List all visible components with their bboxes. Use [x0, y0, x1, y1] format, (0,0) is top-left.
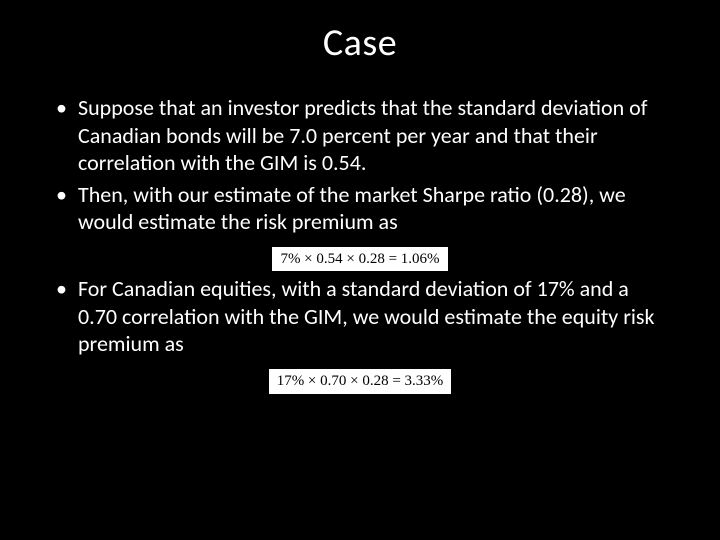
slide-content: Suppose that an investor predicts that t… — [50, 94, 670, 394]
formula-container: 17% × 0.70 × 0.28 = 3.33% — [50, 364, 670, 394]
formula-container: 7% × 0.54 × 0.28 = 1.06% — [50, 242, 670, 272]
bullet-item: For Canadian equities, with a standard d… — [50, 275, 670, 358]
bullet-item: Then, with our estimate of the market Sh… — [50, 181, 670, 236]
bullet-list: For Canadian equities, with a standard d… — [50, 275, 670, 358]
bullet-item: Suppose that an investor predicts that t… — [50, 94, 670, 177]
slide: Case Suppose that an investor predicts t… — [0, 0, 720, 540]
slide-title: Case — [50, 20, 670, 66]
formula-box: 17% × 0.70 × 0.28 = 3.33% — [269, 369, 452, 394]
formula-box: 7% × 0.54 × 0.28 = 1.06% — [272, 247, 447, 272]
bullet-list: Suppose that an investor predicts that t… — [50, 94, 670, 236]
